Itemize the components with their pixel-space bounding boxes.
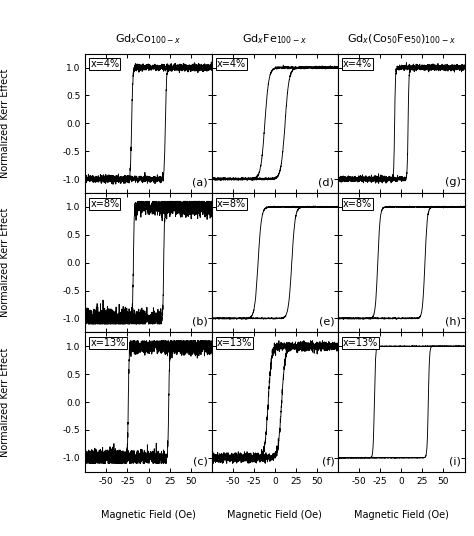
Text: Normalized Kerr Effect: Normalized Kerr Effect: [0, 208, 10, 317]
Text: (b): (b): [192, 317, 208, 327]
Text: x=4%: x=4%: [343, 59, 372, 69]
Text: x=4%: x=4%: [217, 59, 246, 69]
Text: x=13%: x=13%: [91, 338, 126, 348]
Text: (c): (c): [193, 456, 208, 466]
Text: x=13%: x=13%: [343, 338, 378, 348]
Text: (g): (g): [445, 177, 461, 188]
Text: (a): (a): [192, 177, 208, 188]
Text: Normalized Kerr Effect: Normalized Kerr Effect: [0, 69, 10, 178]
Text: (f): (f): [321, 456, 334, 466]
Text: Gd$_x$Co$_{100-x}$: Gd$_x$Co$_{100-x}$: [115, 32, 182, 46]
Text: Normalized Kerr Effect: Normalized Kerr Effect: [0, 347, 10, 457]
Text: x=4%: x=4%: [91, 59, 119, 69]
Text: x=8%: x=8%: [217, 198, 246, 209]
Text: Magnetic Field (Oe): Magnetic Field (Oe): [101, 510, 196, 520]
Text: Gd$_x$(Co$_{50}$Fe$_{50}$)$_{100-x}$: Gd$_x$(Co$_{50}$Fe$_{50}$)$_{100-x}$: [347, 32, 456, 46]
Text: x=8%: x=8%: [343, 198, 372, 209]
Text: (i): (i): [449, 456, 461, 466]
Text: (h): (h): [445, 317, 461, 327]
Text: x=13%: x=13%: [217, 338, 252, 348]
Text: Gd$_x$Fe$_{100-x}$: Gd$_x$Fe$_{100-x}$: [242, 32, 308, 46]
Text: (e): (e): [319, 317, 334, 327]
Text: (d): (d): [319, 177, 334, 188]
Text: x=8%: x=8%: [91, 198, 119, 209]
Text: Magnetic Field (Oe): Magnetic Field (Oe): [354, 510, 449, 520]
Text: Magnetic Field (Oe): Magnetic Field (Oe): [228, 510, 322, 520]
